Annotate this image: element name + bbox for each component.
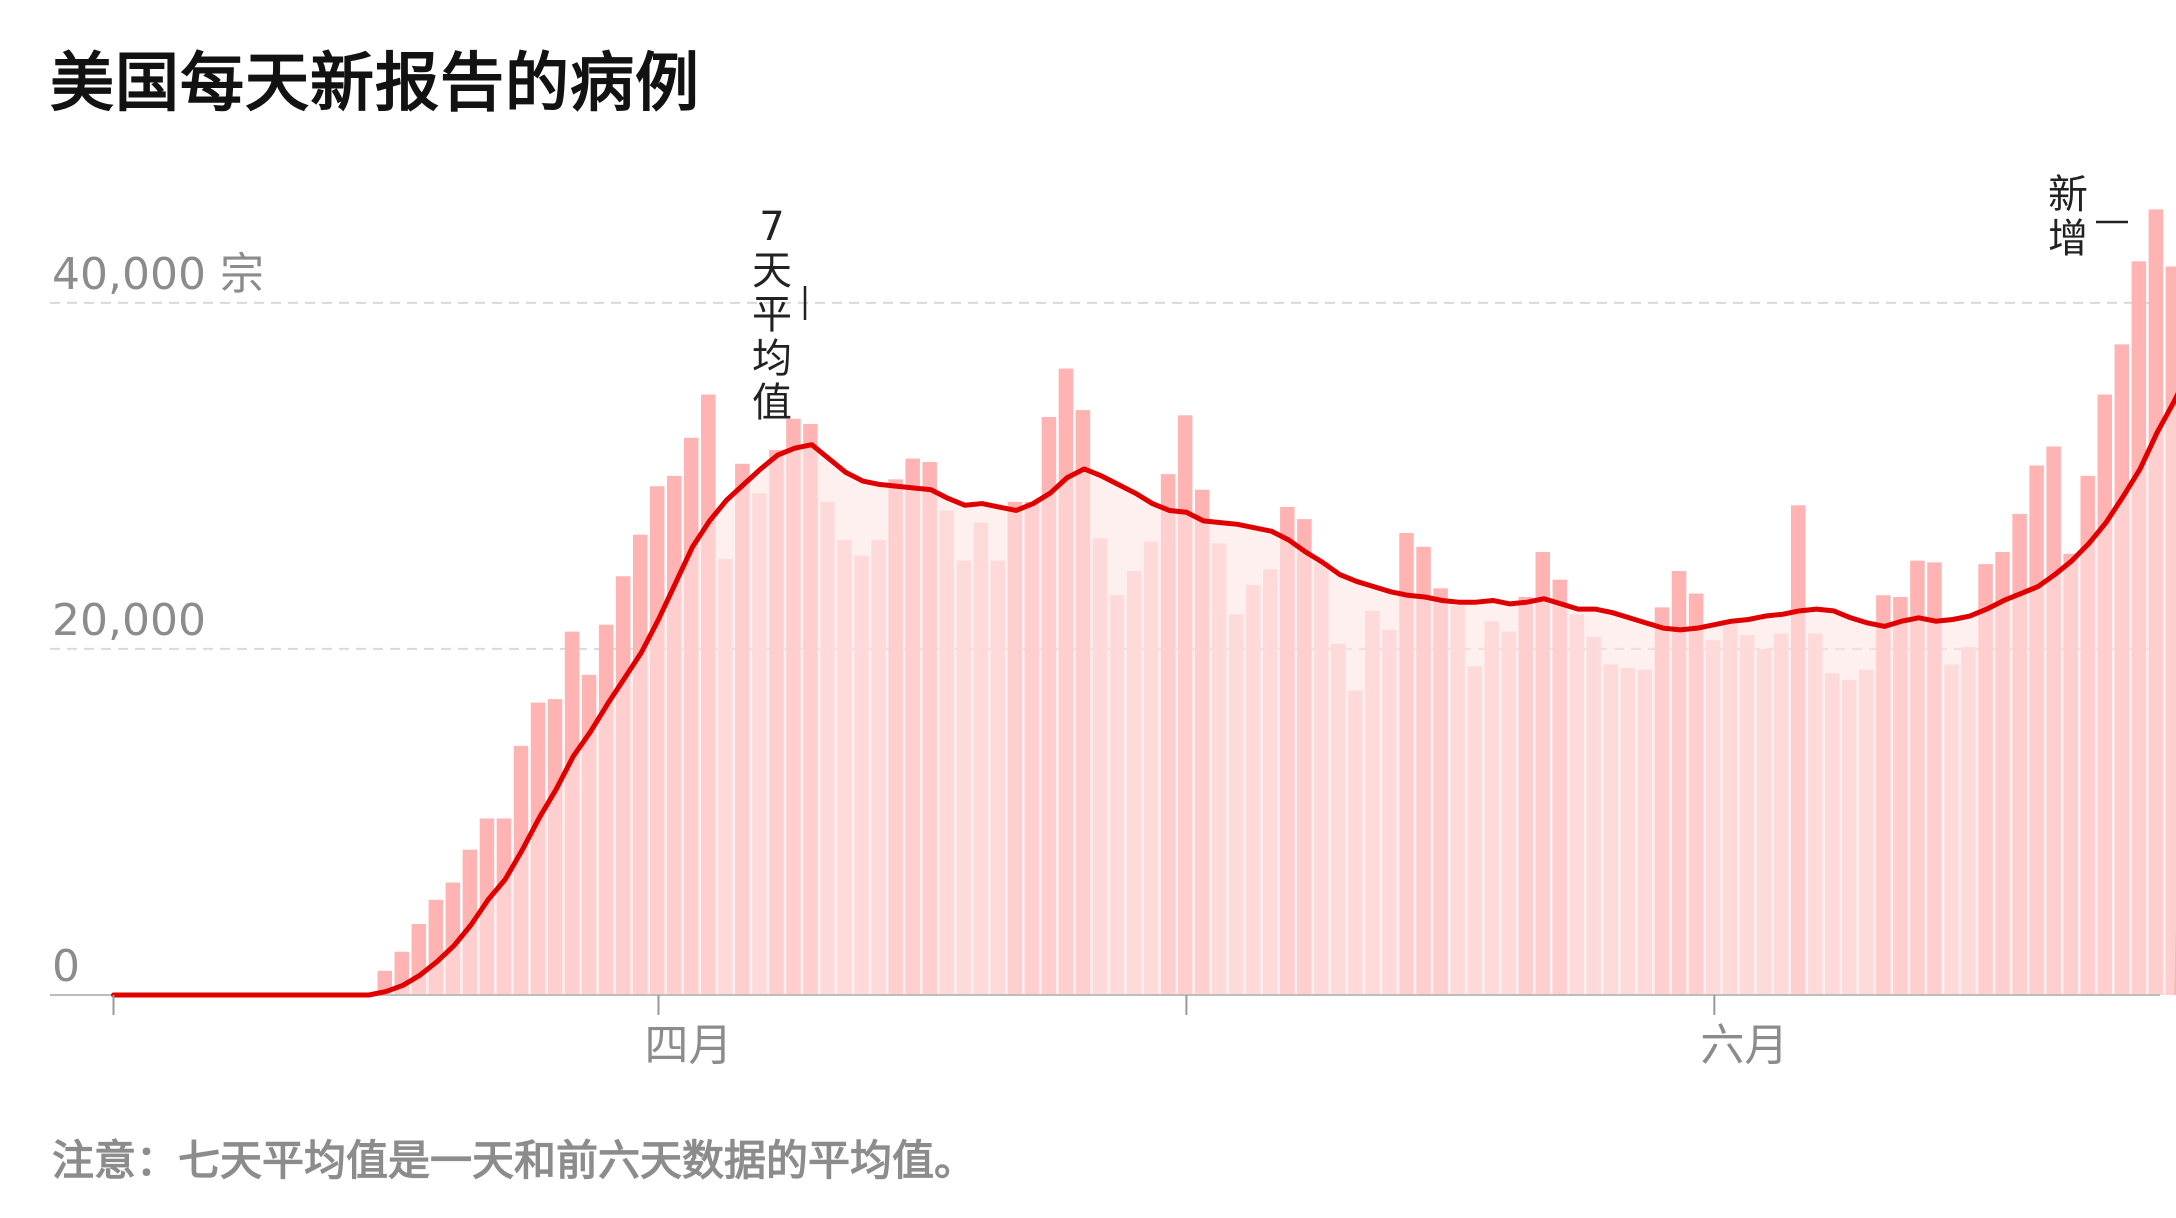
y-tick-label: 20,000 (52, 595, 206, 646)
average-line (111, 392, 2176, 998)
annotation-new-cases-label: 新增 (2048, 172, 2088, 262)
y-tick-label: 0 (52, 941, 80, 992)
average-fill-area (113, 397, 2176, 995)
chart-title: 美国每天新报告的病例 (50, 47, 700, 121)
y-axis-ticks: 0 20,000 40,000 宗 (52, 249, 264, 992)
y-tick-label: 40,000 宗 (52, 249, 264, 300)
annotations: 7 天平均值 新增 (752, 172, 2128, 426)
x-tick-label: 六月 (1700, 1020, 1788, 1071)
x-tick-label: 四月 (644, 1020, 732, 1071)
x-axis-ticks: 四月 六月 (112, 995, 1788, 1071)
chart-note: 注意：七天平均值是一天和前六天数据的平均值。 (52, 1136, 977, 1185)
annotation-average-label: 7 天平均值 (752, 204, 792, 426)
